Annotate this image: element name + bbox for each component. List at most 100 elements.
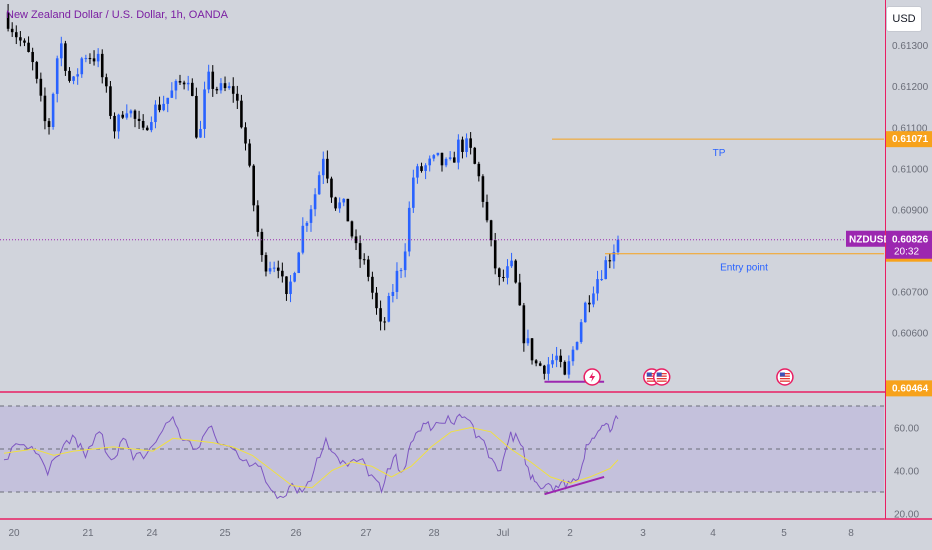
candlestick-series xyxy=(6,3,620,381)
price-tick: 0.60700 xyxy=(892,287,929,298)
currency-button[interactable]: USD xyxy=(886,6,922,32)
candle xyxy=(567,355,571,379)
candle xyxy=(354,229,358,251)
entry-label[interactable]: Entry point xyxy=(720,263,768,274)
candle xyxy=(289,275,292,303)
candle xyxy=(166,97,170,113)
time-label: 27 xyxy=(360,528,372,539)
candle xyxy=(109,81,112,120)
candle xyxy=(555,346,558,368)
candle xyxy=(182,80,186,90)
candle xyxy=(31,47,34,71)
candle xyxy=(469,132,472,155)
candle xyxy=(55,55,59,103)
candle xyxy=(39,72,43,102)
candle xyxy=(14,25,18,45)
symbol-title[interactable]: New Zealand Dollar / U.S. Dollar, 1h, OA… xyxy=(6,9,228,21)
rsi-ma-line xyxy=(3,426,619,489)
price-tick: 0.60900 xyxy=(892,205,929,216)
candle xyxy=(72,75,75,85)
rsi-divergence-line[interactable] xyxy=(544,475,605,496)
candle xyxy=(612,244,616,269)
candle xyxy=(51,92,55,130)
us-flag-event-icon[interactable] xyxy=(776,368,794,386)
candle xyxy=(362,253,366,265)
candle xyxy=(608,253,612,269)
candle xyxy=(579,319,583,344)
us-flag-event-icon[interactable] xyxy=(652,368,671,386)
pane-dividers xyxy=(0,0,932,520)
candle xyxy=(538,361,542,367)
candle xyxy=(27,36,30,53)
price-axis[interactable]: 0.61300 0.61200 0.61100 0.61000 0.60900 0.607… xyxy=(846,41,932,521)
candle xyxy=(403,243,407,278)
price-tick: 0.61300 xyxy=(892,41,929,52)
candle xyxy=(154,100,157,129)
rsi-tick: 60.00 xyxy=(894,424,919,435)
candle xyxy=(387,292,391,323)
candle xyxy=(285,276,288,301)
candle xyxy=(272,261,276,273)
candle xyxy=(510,252,513,268)
candle xyxy=(80,56,84,78)
candle xyxy=(121,111,125,120)
candle xyxy=(297,251,301,274)
candle xyxy=(281,262,284,283)
rsi-line xyxy=(3,413,619,500)
candle xyxy=(207,64,210,94)
tp-label[interactable]: TP xyxy=(713,148,726,159)
candle xyxy=(583,301,587,323)
candle xyxy=(321,151,325,184)
candle xyxy=(436,152,440,157)
event-markers[interactable] xyxy=(583,368,794,386)
candle xyxy=(137,110,141,129)
time-label: 20 xyxy=(8,528,20,539)
candle xyxy=(563,360,567,376)
price-levels: TP Entry point xyxy=(0,138,884,383)
candle xyxy=(477,161,481,182)
candle xyxy=(174,79,178,100)
candle xyxy=(575,341,579,351)
candle xyxy=(416,163,419,184)
candle xyxy=(367,255,370,282)
candle xyxy=(518,273,522,306)
low-price-tag[interactable]: 0.60464 xyxy=(886,380,932,397)
tp-price-tag[interactable]: 0.61071 xyxy=(886,131,932,148)
lightning-event-icon[interactable] xyxy=(583,368,601,386)
candle xyxy=(276,260,280,279)
candle xyxy=(23,38,26,47)
candle xyxy=(338,197,341,213)
candle xyxy=(170,82,174,99)
candle xyxy=(346,198,350,222)
candle xyxy=(96,48,100,68)
candle xyxy=(60,36,63,67)
candle xyxy=(162,95,165,112)
time-label: 21 xyxy=(82,528,94,539)
candle xyxy=(379,300,382,331)
candle xyxy=(236,85,239,109)
candle xyxy=(203,81,206,138)
time-label: 24 xyxy=(146,528,158,539)
candle xyxy=(313,188,317,217)
candle xyxy=(596,270,599,301)
candle xyxy=(10,22,14,37)
candle xyxy=(461,136,464,159)
candle xyxy=(301,217,305,255)
candle xyxy=(141,114,145,131)
candle xyxy=(6,3,10,32)
candle xyxy=(371,271,374,300)
price-tick: 0.61000 xyxy=(892,164,929,175)
candle xyxy=(76,68,79,85)
candle xyxy=(88,53,92,64)
candle xyxy=(334,196,337,211)
current-price-value: 0.60826 xyxy=(892,235,929,246)
candle xyxy=(506,259,509,285)
time-label: 2 xyxy=(567,528,573,539)
candle xyxy=(399,267,403,279)
time-axis[interactable]: 20 21 24 25 26 27 28 Jul 2 3 4 5 8 xyxy=(8,528,854,539)
candle xyxy=(305,221,309,232)
candle xyxy=(227,82,231,90)
candle xyxy=(514,259,517,284)
